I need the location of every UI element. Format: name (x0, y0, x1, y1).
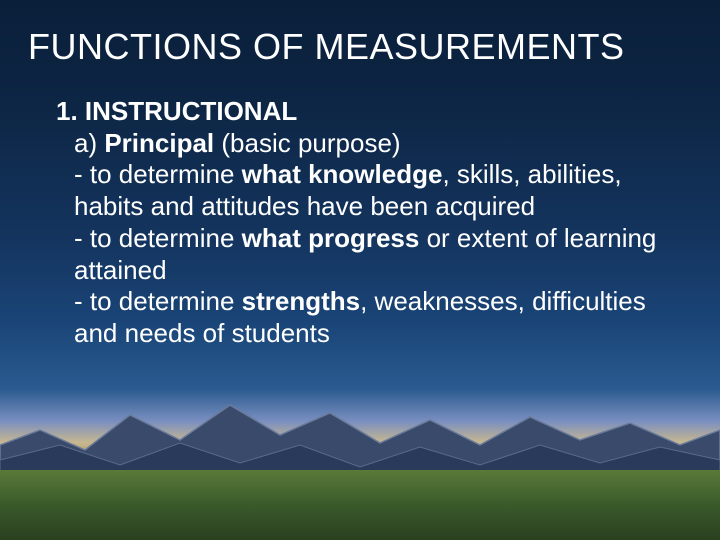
slide-title: FUNCTIONS OF MEASUREMENTS (28, 26, 692, 68)
sub-a-label: a) (74, 128, 104, 158)
p2-bold: what progress (242, 223, 420, 253)
slide-content: FUNCTIONS OF MEASUREMENTS 1. INSTRUCTION… (0, 0, 720, 370)
heading-text: INSTRUCTIONAL (85, 96, 297, 126)
sub-a-bold: Principal (104, 128, 214, 158)
p3-bold: strengths (242, 286, 360, 316)
sub-a: a) Principal (basic purpose) (56, 128, 692, 160)
point-1: - to determine what knowledge, skills, a… (56, 159, 692, 222)
slide-body: 1. INSTRUCTIONAL a) Principal (basic pur… (28, 96, 692, 350)
ground-decoration (0, 470, 720, 540)
point-2: - to determine what progress or extent o… (56, 223, 692, 286)
heading-number: 1. (56, 96, 85, 126)
p3-prefix: - to determine (74, 286, 242, 316)
p1-bold: what knowledge (242, 159, 443, 189)
section-heading: 1. INSTRUCTIONAL (56, 96, 692, 128)
p1-prefix: - to determine (74, 159, 242, 189)
sub-a-rest: (basic purpose) (214, 128, 400, 158)
p2-prefix: - to determine (74, 223, 242, 253)
point-3: - to determine strengths, weaknesses, di… (56, 286, 692, 349)
